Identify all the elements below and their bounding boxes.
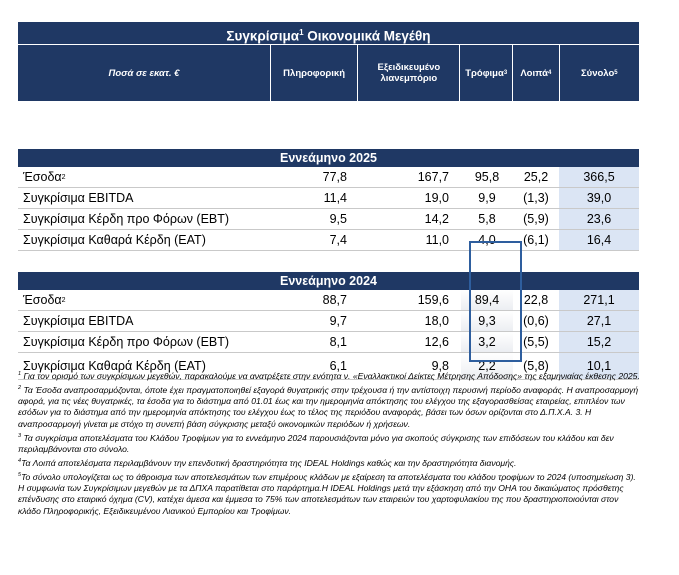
- row-label: Συγκρίσιμα Κέρδη προ Φόρων (ΕΒΤ): [23, 335, 230, 349]
- cell-food: 3,2: [461, 332, 513, 352]
- footnote-4: 4Τα Λοιπά αποτελέσματα περιλαμβάνουν την…: [18, 457, 517, 468]
- cell-specialized-retail: 11,0: [425, 233, 449, 247]
- cell-other: 22,8: [523, 293, 549, 307]
- header-food: Τρόφιμα 3: [460, 45, 513, 101]
- table-row: Συγκρίσιμα Κέρδη προ Φόρων (ΕΒΤ) 8,1 12,6 3…: [18, 332, 639, 353]
- cell-specialized-retail: 12,6: [424, 335, 449, 349]
- section-9m-2024: Εννεάμηνο 2024 Έσοδα 2 88,7 159,6 89,4 22,8 27…: [18, 272, 639, 380]
- table-row: Συγκρίσιμα EBITDA 11,4 19,0 9,9 (1,3) 39,0: [18, 188, 639, 209]
- cell-other: (6,1): [523, 233, 549, 247]
- cell-specialized-retail: 167,7: [417, 170, 449, 184]
- cell-food: 9,3: [461, 311, 513, 331]
- cell-it: 8,1: [329, 335, 347, 349]
- cell-other: 25,2: [523, 170, 549, 184]
- cell-total: 27,1: [559, 311, 639, 331]
- row-label: Συγκρίσιμα Κέρδη προ Φόρων (ΕΒΤ): [23, 212, 230, 226]
- cell-it: 11,4: [323, 191, 347, 205]
- table-row: Συγκρίσιμα Καθαρά Κέρδη (ΕΑΤ) 7,4 11,0 4,0 (…: [18, 230, 639, 251]
- cell-food: 89,4: [461, 290, 513, 310]
- comparable-financials-table: Συγκρίσιμα1 Οικονομικά Μεγέθη Ποσά σε εκ…: [18, 22, 639, 380]
- cell-specialized-retail: 9,8: [431, 359, 449, 373]
- cell-specialized-retail: 14,2: [424, 212, 449, 226]
- cell-other: (0,6): [523, 314, 549, 328]
- footnote-1: 1 Για τον ορισμό των συγκρίσιμων μεγεθών…: [18, 370, 640, 381]
- cell-it: 9,5: [329, 212, 347, 226]
- table-header-row: Ποσά σε εκατ. € Πληροφορική Εξειδικευμέν…: [18, 44, 639, 101]
- table-row: Έσοδα 2 77,8 167,7 95,8 25,2 366,5: [18, 167, 639, 188]
- header-other: Λοιπά 4: [513, 45, 560, 101]
- period-header: Εννεάμηνο 2024: [18, 272, 639, 290]
- cell-food: 5,8: [478, 212, 496, 226]
- cell-it: 9,7: [329, 314, 347, 328]
- cell-it: 7,4: [329, 233, 347, 247]
- section-9m-2025: Εννεάμηνο 2025 Έσοδα 2 77,8 167,7 95,8 25,2 36…: [18, 149, 639, 251]
- footnote-2: 2 Τα Έσοδα αναπροσαρμόζονται, όπote έχει…: [18, 384, 639, 429]
- cell-other: (5,8): [523, 359, 549, 373]
- cell-total: 39,0: [559, 188, 639, 208]
- cell-it: 77,8: [322, 170, 347, 184]
- row-label: Έσοδα 2: [23, 170, 66, 184]
- cell-total: 271,1: [559, 290, 639, 310]
- footnotes: 1 Για τον ορισμό των συγκρίσιμων μεγεθών…: [18, 369, 643, 518]
- cell-food: 95,8: [474, 170, 500, 184]
- cell-specialized-retail: 19,0: [424, 191, 449, 205]
- header-it: Πληροφορική: [271, 45, 359, 101]
- cell-specialized-retail: 159,6: [417, 293, 449, 307]
- period-header: Εννεάμηνο 2025: [18, 149, 639, 167]
- footnote-3: 3 Τα συγκρίσιμα αποτελέσματα του Κλάδου …: [18, 432, 614, 454]
- cell-total: 23,6: [559, 209, 639, 229]
- row-label: Συγκρίσιμα EBITDA: [23, 314, 134, 328]
- row-label: Συγκρίσιμα Καθαρά Κέρδη (ΕΑΤ): [23, 233, 206, 247]
- row-label: Συγκρίσιμα EBITDA: [23, 191, 134, 205]
- cell-other: (5,9): [523, 212, 549, 226]
- cell-it: 88,7: [322, 293, 347, 307]
- header-specialized-retail: Εξειδικευμένο λιανεμπόριο: [358, 45, 461, 101]
- header-units: Ποσά σε εκατ. €: [18, 45, 271, 101]
- cell-other: (5,5): [523, 335, 549, 349]
- table-row: Έσοδα 2 88,7 159,6 89,4 22,8 271,1: [18, 290, 639, 311]
- table-row: Συγκρίσιμα Κέρδη προ Φόρων (ΕΒΤ) 9,5 14,2 5…: [18, 209, 639, 230]
- cell-total: 366,5: [559, 167, 639, 187]
- row-label: Έσοδα 2: [23, 293, 66, 307]
- cell-total: 10,1: [559, 353, 639, 379]
- table-row: Συγκρίσιμα EBITDA 9,7 18,0 9,3 (0,6) 27,1: [18, 311, 639, 332]
- cell-food: 4,0: [478, 233, 496, 247]
- cell-total: 15,2: [559, 332, 639, 352]
- cell-other: (1,3): [523, 191, 549, 205]
- cell-specialized-retail: 18,0: [424, 314, 449, 328]
- cell-it: 6,1: [329, 359, 347, 373]
- header-total: Σύνολο 5: [580, 67, 618, 79]
- cell-food: 9,9: [478, 191, 496, 205]
- cell-total: 16,4: [559, 230, 639, 250]
- table-title: Συγκρίσιμα1 Οικονομικά Μεγέθη: [18, 22, 639, 44]
- row-label: Συγκρίσιμα Καθαρά Κέρδη (ΕΑΤ): [23, 359, 206, 373]
- footnote-5: 5Το σύνολο υπολογίζεται ως το άθροισμα τ…: [18, 471, 636, 516]
